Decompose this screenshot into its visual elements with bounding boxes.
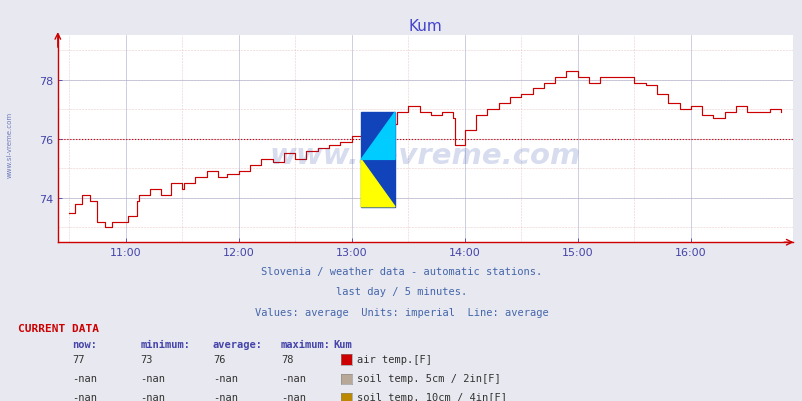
Text: maximum:: maximum:	[281, 339, 330, 349]
Text: soil temp. 10cm / 4in[F]: soil temp. 10cm / 4in[F]	[357, 392, 507, 401]
Text: -nan: -nan	[72, 392, 97, 401]
Text: -nan: -nan	[72, 373, 97, 383]
Text: Slovenia / weather data - automatic stations.: Slovenia / weather data - automatic stat…	[261, 267, 541, 277]
Text: -nan: -nan	[140, 392, 165, 401]
Text: 78: 78	[281, 354, 294, 364]
Text: last day / 5 minutes.: last day / 5 minutes.	[335, 287, 467, 297]
Text: -nan: -nan	[213, 373, 237, 383]
Text: Kum: Kum	[333, 339, 351, 349]
Text: www.si-vreme.com: www.si-vreme.com	[269, 142, 580, 170]
Bar	[361, 113, 395, 207]
Text: Values: average  Units: imperial  Line: average: Values: average Units: imperial Line: av…	[254, 307, 548, 317]
Text: www.si-vreme.com: www.si-vreme.com	[6, 111, 13, 177]
Text: 73: 73	[140, 354, 153, 364]
Text: now:: now:	[72, 339, 97, 349]
Text: air temp.[F]: air temp.[F]	[357, 354, 431, 364]
Text: soil temp. 5cm / 2in[F]: soil temp. 5cm / 2in[F]	[357, 373, 500, 383]
Polygon shape	[361, 160, 395, 207]
Text: average:: average:	[213, 339, 262, 349]
Polygon shape	[361, 113, 395, 160]
Text: -nan: -nan	[281, 373, 306, 383]
Text: -nan: -nan	[281, 392, 306, 401]
Text: -nan: -nan	[140, 373, 165, 383]
Text: minimum:: minimum:	[140, 339, 190, 349]
Text: -nan: -nan	[213, 392, 237, 401]
Text: 76: 76	[213, 354, 225, 364]
Title: Kum: Kum	[407, 18, 442, 34]
Text: 77: 77	[72, 354, 85, 364]
Text: CURRENT DATA: CURRENT DATA	[18, 323, 99, 333]
